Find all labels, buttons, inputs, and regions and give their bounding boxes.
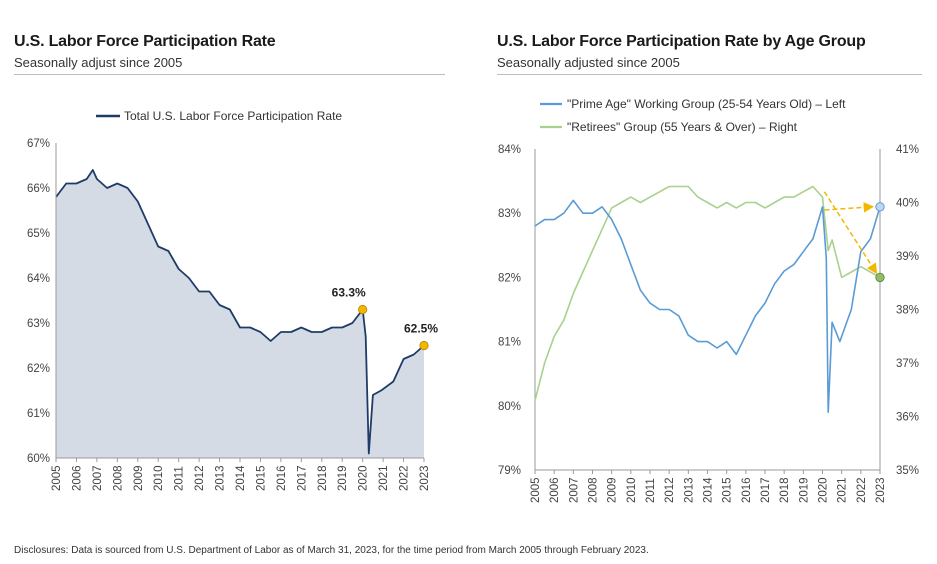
left-x-tick-label: 2022 <box>399 465 411 491</box>
retirees-trend-arrow <box>823 191 878 275</box>
left-callout-label: 63.3% <box>332 286 366 300</box>
right-left-y-tick-label: 80% <box>498 401 521 413</box>
left-y-tick-label: 67% <box>27 138 50 150</box>
left-y-tick-label: 63% <box>27 318 50 330</box>
prime-age-trend-arrow <box>824 202 875 213</box>
left-y-tick-label: 64% <box>27 273 50 285</box>
right-legend-label-retirees: "Retirees" Group (55 Years & Over) – Rig… <box>567 120 798 134</box>
left-x-tick-label: 2017 <box>296 465 308 491</box>
right-right-y-tick-label: 38% <box>896 305 919 317</box>
right-x-tick-label: 2009 <box>607 477 619 503</box>
left-y-tick-label: 66% <box>27 183 50 195</box>
right-right-y-tick-label: 40% <box>896 198 919 210</box>
right-x-tick-label: 2012 <box>664 477 676 503</box>
right-x-tick-label: 2020 <box>818 477 830 503</box>
left-y-tick-label: 60% <box>27 453 50 465</box>
right-chart-title: U.S. Labor Force Participation Rate by A… <box>497 33 866 50</box>
right-title-divider <box>497 74 922 75</box>
left-x-tick-label: 2013 <box>215 465 227 491</box>
disclosure-text: Disclosures: Data is sourced from U.S. D… <box>14 545 649 556</box>
left-area-fill <box>56 170 424 458</box>
left-series-line <box>55 169 425 455</box>
right-x-tick-label: 2006 <box>549 477 561 503</box>
right-left-y-tick-label: 83% <box>498 208 521 220</box>
prime-age-series-line <box>534 199 881 413</box>
left-callout-marker <box>358 304 368 315</box>
retirees-end-marker <box>875 272 885 283</box>
right-x-tick-label: 2011 <box>645 478 657 503</box>
left-title-divider <box>14 74 445 75</box>
left-x-tick-label: 2009 <box>133 465 145 491</box>
left-chart-title: U.S. Labor Force Participation Rate <box>14 33 276 50</box>
retirees-series-line <box>534 185 881 401</box>
left-x-tick-label: 2012 <box>194 465 206 491</box>
left-x-tick-label: 2006 <box>71 465 83 491</box>
right-chart-subtitle: Seasonally adjusted since 2005 <box>497 55 680 70</box>
left-x-tick-label: 2005 <box>51 465 63 491</box>
right-right-y-tick-label: 39% <box>896 251 919 263</box>
left-x-tick-label: 2011 <box>174 466 186 491</box>
right-left-y-tick-label: 81% <box>498 337 521 349</box>
right-x-tick-label: 2021 <box>837 477 849 503</box>
left-x-tick-label: 2016 <box>276 465 288 491</box>
right-x-tick-label: 2008 <box>588 477 600 503</box>
right-x-tick-label: 2007 <box>568 477 580 503</box>
left-x-tick-label: 2020 <box>358 465 370 491</box>
left-x-tick-label: 2015 <box>255 465 267 491</box>
right-x-tick-label: 2017 <box>760 477 772 503</box>
left-y-tick-label: 65% <box>27 228 50 240</box>
left-x-tick-label: 2018 <box>317 465 329 491</box>
left-callout-marker <box>419 340 429 351</box>
right-x-tick-label: 2014 <box>703 477 715 503</box>
left-x-tick-label: 2014 <box>235 465 247 491</box>
right-left-y-tick-label: 82% <box>498 272 521 284</box>
right-x-tick-label: 2019 <box>798 477 810 503</box>
right-right-y-tick-label: 37% <box>896 358 919 370</box>
left-x-tick-label: 2010 <box>153 465 165 491</box>
right-x-tick-label: 2018 <box>779 477 791 503</box>
right-x-tick-label: 2022 <box>856 477 868 503</box>
right-right-y-tick-label: 36% <box>896 412 919 424</box>
right-x-tick-label: 2010 <box>626 477 638 503</box>
left-chart-subtitle: Seasonally adjust since 2005 <box>14 55 183 70</box>
left-x-tick-label: 2019 <box>337 465 349 491</box>
right-x-tick-label: 2023 <box>875 477 887 503</box>
right-x-tick-label: 2013 <box>683 477 695 503</box>
right-x-tick-label: 2016 <box>741 477 753 503</box>
left-legend-label: Total U.S. Labor Force Participation Rat… <box>124 109 342 123</box>
left-y-tick-label: 62% <box>27 363 50 375</box>
right-x-tick-label: 2015 <box>722 477 734 503</box>
left-callout-label: 62.5% <box>404 322 438 336</box>
right-left-y-tick-label: 79% <box>498 465 521 477</box>
left-x-tick-label: 2023 <box>419 465 431 491</box>
left-x-tick-label: 2021 <box>378 465 390 491</box>
right-legend-label-prime: "Prime Age" Working Group (25-54 Years O… <box>567 97 846 111</box>
left-x-tick-label: 2007 <box>92 465 104 491</box>
prime-age-end-marker <box>875 202 885 212</box>
left-x-tick-label: 2008 <box>112 465 124 491</box>
right-right-y-tick-label: 35% <box>896 465 919 477</box>
right-left-y-tick-label: 84% <box>498 144 521 156</box>
right-x-tick-label: 2005 <box>530 477 542 503</box>
right-right-y-tick-label: 41% <box>896 144 919 156</box>
left-y-tick-label: 61% <box>27 408 50 420</box>
